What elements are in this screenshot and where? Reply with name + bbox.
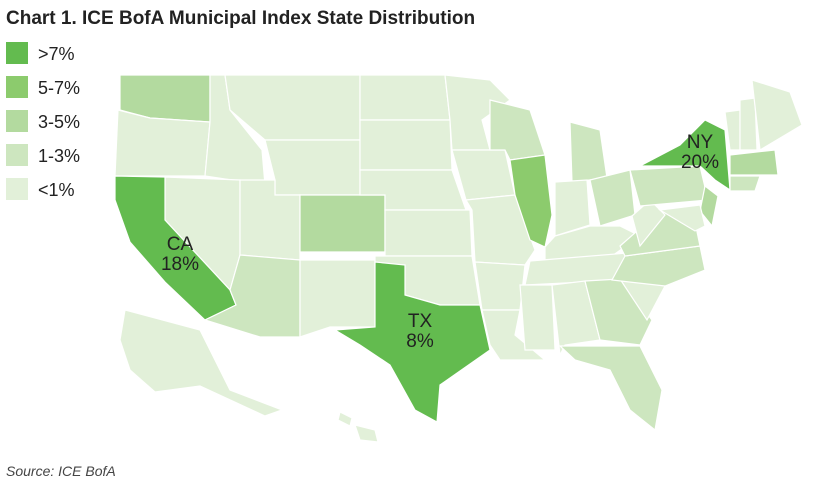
state [554,179,591,237]
state [264,139,361,196]
state [474,261,526,311]
state [729,175,761,192]
state [299,194,386,253]
legend-swatch [6,178,28,200]
state [337,411,353,427]
state [333,261,491,423]
state [699,184,719,228]
title: Chart 1. ICE BofA Municipal Index State … [6,8,475,29]
state [519,284,556,351]
state-value-label: 20% [681,152,719,173]
state [354,424,379,443]
state-label: NY [687,132,714,153]
legend-swatch [6,76,28,98]
legend-label: 3-5% [38,112,80,132]
state [359,74,451,121]
state [299,259,376,338]
state [739,97,758,151]
state [384,209,473,257]
state [639,119,731,192]
state [569,121,608,183]
state [658,204,706,232]
legend-swatch [6,144,28,166]
state [119,309,284,417]
legend-swatch [6,110,28,132]
state-value-label: 18% [161,254,199,275]
legend-label: >7% [38,44,75,64]
legend-label: <1% [38,180,75,200]
state [724,109,741,151]
state [551,280,601,358]
state-label: CA [167,234,194,255]
legend-label: 5-7% [38,78,80,98]
state-value-label: 8% [406,331,434,352]
source: Source: ICE BofA [6,463,116,479]
state-label: TX [408,311,433,332]
state [729,149,779,176]
state [589,169,636,227]
state [451,149,516,201]
state [751,79,803,151]
state [359,119,453,171]
legend-label: 1-3% [38,146,80,166]
state [558,345,663,432]
state [444,74,511,151]
legend-swatch [6,42,28,64]
